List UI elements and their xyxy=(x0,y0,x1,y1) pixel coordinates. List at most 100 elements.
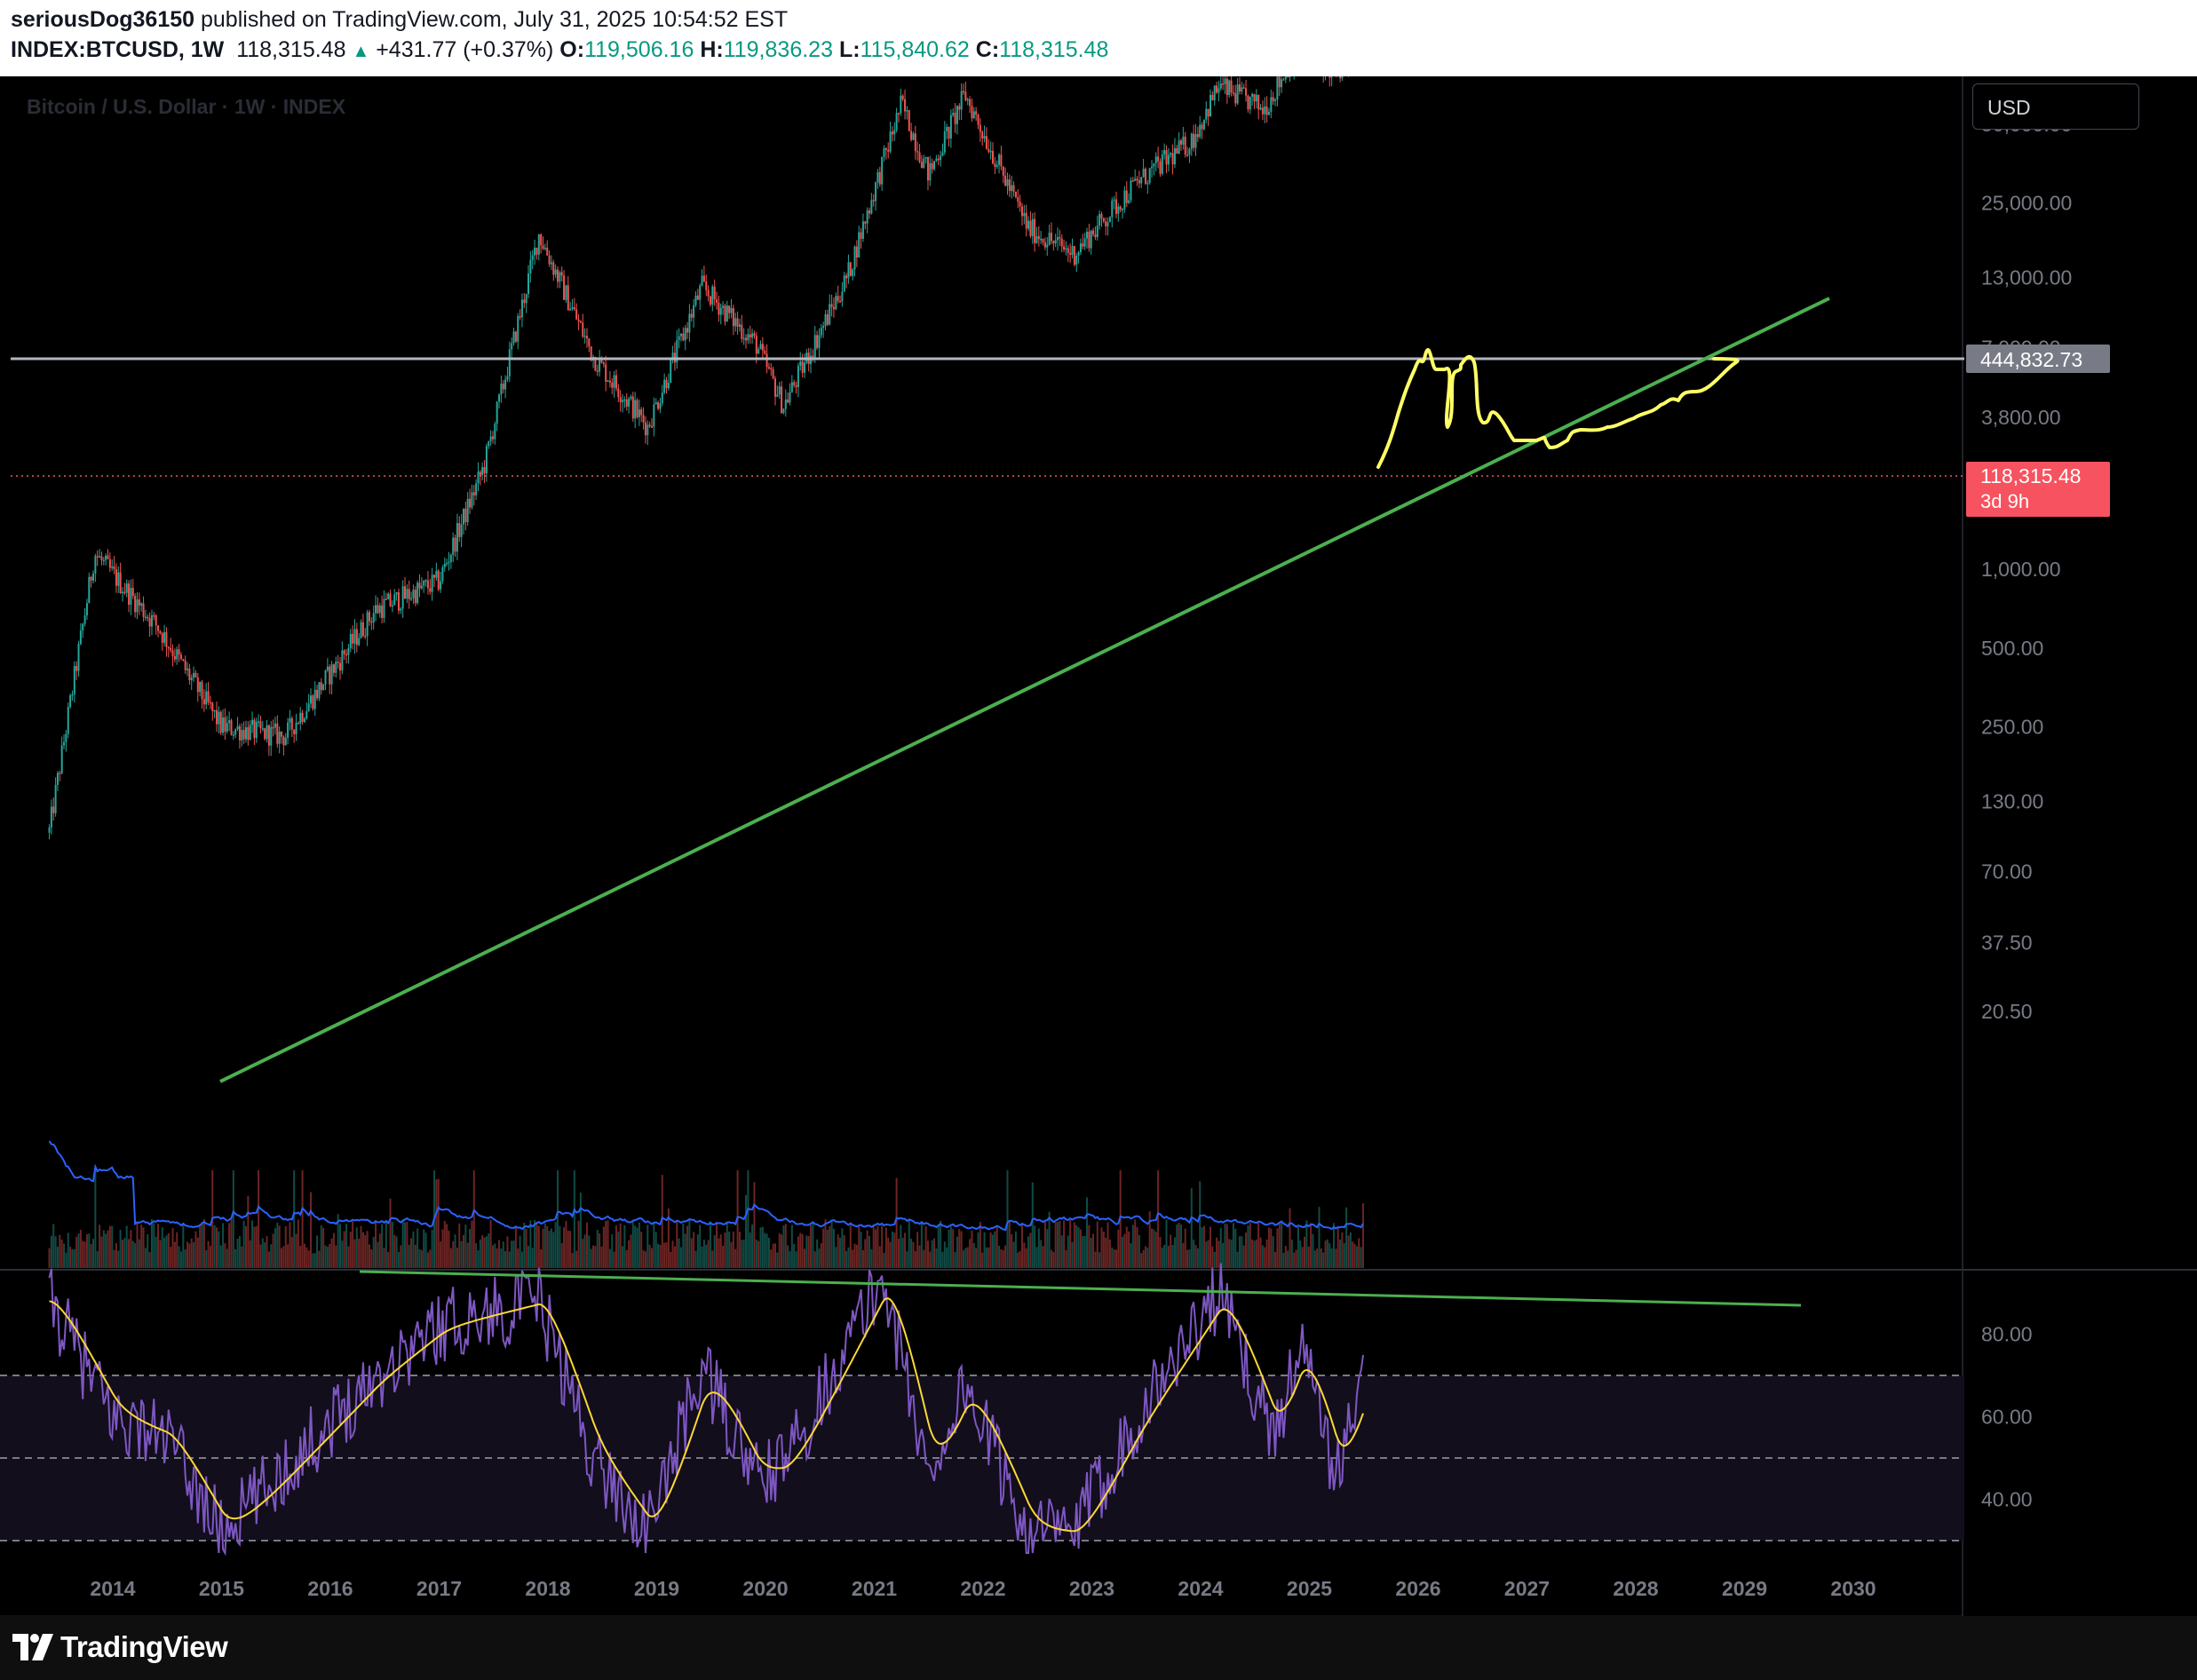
volume-bar xyxy=(592,1245,595,1268)
volume-bar xyxy=(1213,1251,1216,1268)
volume-bar xyxy=(1105,1237,1107,1268)
volume-bar xyxy=(958,1229,961,1268)
volume-bar xyxy=(389,1198,392,1268)
volume-bar xyxy=(1004,1245,1007,1268)
candle-body xyxy=(338,662,341,671)
volume-bar xyxy=(866,1230,868,1268)
candle-body xyxy=(1224,78,1226,84)
candle-body xyxy=(1186,155,1189,156)
volume-bar xyxy=(113,1249,115,1268)
projection-path[interactable] xyxy=(1376,348,1740,469)
candle-body xyxy=(163,631,166,643)
candle-body xyxy=(147,616,149,619)
current-price-label: 118,315.48 xyxy=(1980,464,2081,487)
volume-bar xyxy=(552,1232,555,1268)
volume-bar xyxy=(226,1248,228,1268)
candle-body xyxy=(837,296,839,301)
volume-bar xyxy=(63,1243,66,1268)
candle-body xyxy=(772,368,774,379)
support-trendline[interactable] xyxy=(219,297,1830,1083)
candle-body xyxy=(1209,94,1211,117)
candle-body xyxy=(511,343,513,350)
rsi-divergence-line[interactable] xyxy=(359,1270,1802,1307)
rsi-axis[interactable]: 80.00 60.00 40.00 xyxy=(1981,1323,2033,1511)
candle-body xyxy=(615,375,617,389)
volume-bar xyxy=(918,1245,921,1268)
candle-body xyxy=(1105,221,1107,226)
candle-body xyxy=(943,131,946,153)
publisher-name[interactable]: seriousDog36150 xyxy=(11,7,195,32)
currency-selector[interactable]: USD xyxy=(1972,83,2139,130)
candle-body xyxy=(940,155,942,161)
candle-body xyxy=(853,246,856,270)
candle-body xyxy=(956,106,958,124)
candle-body xyxy=(423,581,425,586)
rsi-axis-label: 80.00 xyxy=(1981,1323,2033,1346)
candle-body xyxy=(496,401,498,424)
volume-bar xyxy=(1299,1240,1302,1268)
volume-bar xyxy=(523,1223,526,1268)
volume-bar xyxy=(1287,1250,1289,1268)
candle-body xyxy=(464,508,467,522)
candlestick-series[interactable] xyxy=(48,76,1364,840)
candle-body xyxy=(897,113,900,115)
volume-bar xyxy=(163,1237,166,1268)
rsi-axis-label: 60.00 xyxy=(1981,1406,2033,1429)
candle-body xyxy=(138,599,140,606)
volume-bar xyxy=(860,1232,862,1268)
volume-bar xyxy=(1025,1248,1027,1268)
price-axis[interactable]: 5,000,000.002,500,000.001,300,000.00700,… xyxy=(1981,76,2100,1023)
volume-bar xyxy=(799,1232,802,1268)
tradingview-logo[interactable]: TradingView xyxy=(12,1627,228,1668)
volume-bar xyxy=(582,1239,584,1268)
high-value: 119,836.23 xyxy=(723,37,833,62)
volume-bar xyxy=(290,1237,293,1268)
price-axis-label: 25,000.00 xyxy=(1981,192,2072,215)
volume-bar xyxy=(207,1240,210,1268)
volume-bar xyxy=(937,1224,940,1268)
candle-body xyxy=(797,366,799,387)
volume-bar xyxy=(1301,1247,1304,1268)
volume-bar xyxy=(1241,1236,1243,1268)
volume-bar xyxy=(858,1226,861,1268)
volume-bar xyxy=(1167,1245,1170,1268)
time-axis-label: 2015 xyxy=(199,1577,244,1600)
candle-body xyxy=(1205,108,1208,120)
chart-canvas[interactable]: Bitcoin / U.S. Dollar · 1W · INDEX 5,000… xyxy=(0,76,2197,1616)
candle-body xyxy=(891,131,893,135)
volume-bar xyxy=(368,1244,370,1268)
symbol-name[interactable]: INDEX:BTCUSD, 1W xyxy=(11,37,225,62)
candle-body xyxy=(353,629,356,644)
candle-body xyxy=(799,361,802,367)
candle-body xyxy=(59,773,61,774)
candle-body xyxy=(318,682,321,699)
volume-bar xyxy=(469,1229,472,1268)
volume-bar xyxy=(569,1231,572,1268)
volume-bar xyxy=(607,1220,609,1268)
volume-bar xyxy=(1131,1224,1134,1268)
time-axis[interactable]: 2014 2015 2016 2017 2018 2019 2020 2021 2022 2023… xyxy=(90,1577,1876,1600)
volume-bar xyxy=(1265,1239,1268,1268)
volume-bar xyxy=(108,1225,111,1268)
candle-body xyxy=(1287,76,1289,78)
candle-body xyxy=(900,95,902,114)
candle-body xyxy=(82,623,84,631)
candle-body xyxy=(259,721,262,729)
candle-body xyxy=(1265,106,1268,115)
volume-bar xyxy=(1037,1228,1040,1268)
volume-bar xyxy=(596,1229,599,1268)
chart-area[interactable]: Bitcoin / U.S. Dollar · 1W · INDEX 5,000… xyxy=(0,76,2197,1616)
candle-body xyxy=(795,384,797,387)
volume-bar xyxy=(322,1227,325,1268)
volume-bar xyxy=(449,1248,452,1268)
volume-bar xyxy=(830,1221,833,1268)
candle-body xyxy=(290,717,293,730)
candle-body xyxy=(506,376,509,380)
tradingview-logo-text: TradingView xyxy=(60,1630,228,1663)
high-label: H: xyxy=(700,37,724,62)
candle-body xyxy=(998,155,1001,165)
volume-bar xyxy=(813,1251,816,1268)
time-axis-label: 2014 xyxy=(90,1577,135,1600)
candle-body xyxy=(1027,220,1030,229)
candle-body xyxy=(1194,134,1197,148)
